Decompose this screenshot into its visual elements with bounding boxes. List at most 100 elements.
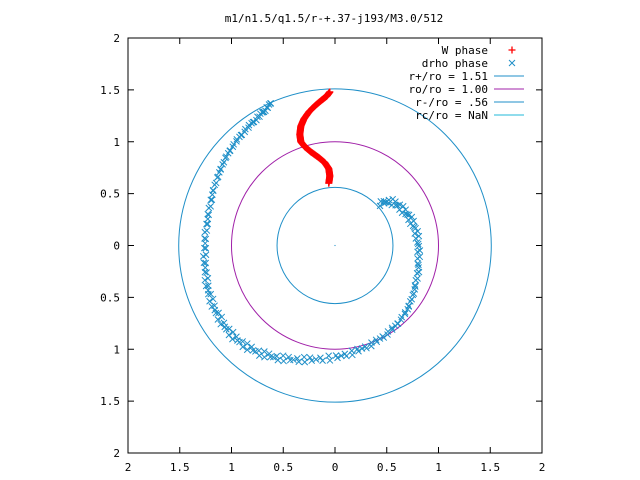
drho-phase-point <box>367 342 375 350</box>
drho-phase-point <box>290 356 297 364</box>
drho-phase-point <box>214 316 222 323</box>
drho-phase-point <box>203 269 210 276</box>
y-tick-label: 0.5 <box>100 188 120 201</box>
x-tick-label: 2 <box>125 461 132 474</box>
drho-phase-point <box>411 230 419 237</box>
drho-phase-point <box>209 187 217 195</box>
drho-phase-point <box>212 309 220 317</box>
circle-1 <box>231 141 439 350</box>
drho-phase-point <box>263 103 271 111</box>
drho-phase-point <box>209 295 217 303</box>
x-tick-label: 1.5 <box>170 461 190 474</box>
drho-phase-point <box>401 310 409 318</box>
x-tick-label: 0.5 <box>273 461 293 474</box>
x-tick-label: 2 <box>539 461 546 474</box>
drho-phase-point <box>243 340 251 347</box>
drho-phase-point <box>301 358 309 366</box>
drho-phase-point <box>273 352 281 360</box>
circle-0 <box>178 88 492 403</box>
drho-phase-point <box>349 351 356 359</box>
center-point <box>334 244 336 247</box>
y-tick-label: 1 <box>113 343 120 356</box>
drho-phase-point <box>229 335 236 343</box>
drho-phase-point <box>411 283 419 290</box>
drho-phase-point <box>202 282 210 290</box>
drho-phase-point <box>406 297 414 305</box>
drho-phase-point <box>202 251 210 259</box>
ticks-layer: 2 1.5 1 0.5 0 0.5 1 1.5 221.510.500.511.52 <box>100 32 545 474</box>
drho-phase-point <box>380 199 388 207</box>
legend-label: r+/ro = 1.51 <box>409 70 488 83</box>
drho-phase-point <box>413 239 421 246</box>
drho-phase-point <box>415 261 422 269</box>
drho-phase-point <box>202 244 210 252</box>
drho-phase-point <box>274 356 282 364</box>
x-tick-label: 1 <box>228 461 235 474</box>
drho-phase-point <box>207 203 214 210</box>
drho-phase-point <box>295 358 303 366</box>
x-tick-label: 0.5 <box>377 461 397 474</box>
legend-label: r-/ro = .56 <box>415 96 488 109</box>
x-tick-label: 0 <box>332 461 339 474</box>
drho-phase-point <box>220 158 228 166</box>
legend-marker <box>508 59 516 67</box>
drho-phase-point <box>415 242 423 250</box>
drho-phase-point <box>319 357 326 364</box>
legend-label: drho phase <box>422 57 488 70</box>
drho-phase-point <box>201 268 209 276</box>
drho-phase-point <box>412 235 420 242</box>
drho-phase-point <box>248 343 256 351</box>
drho-phase-point <box>312 355 320 363</box>
points-layer <box>199 46 516 366</box>
drho-phase-point <box>388 324 396 332</box>
drho-phase-point <box>388 326 396 334</box>
drho-phase-point <box>215 169 223 176</box>
drho-phase-point <box>334 354 341 362</box>
legend-marker <box>508 46 516 54</box>
circles-layer <box>178 88 492 403</box>
w-phase-point <box>325 179 333 187</box>
drho-phase-point <box>394 320 402 327</box>
drho-phase-point <box>261 348 268 355</box>
drho-phase-point <box>218 313 226 321</box>
drho-phase-point <box>239 343 247 351</box>
drho-phase-point <box>377 198 385 205</box>
drho-phase-point <box>207 196 215 204</box>
drho-phase-point <box>380 197 388 205</box>
legend-label: W phase <box>442 44 488 57</box>
drho-phase-point <box>380 334 388 341</box>
y-tick-label: 0 <box>113 240 120 253</box>
drho-phase-point <box>224 149 232 157</box>
drho-phase-point <box>406 220 414 228</box>
drho-phase-point <box>204 220 212 228</box>
drho-phase-point <box>414 255 421 262</box>
drho-phase-point <box>201 276 209 284</box>
drho-phase-point <box>222 153 230 161</box>
drho-phase-point <box>414 248 421 256</box>
drho-phase-point <box>405 302 413 310</box>
drho-phase-point <box>207 290 215 298</box>
y-tick-label: 1.5 <box>100 395 120 408</box>
drho-phase-point <box>200 259 208 267</box>
chart-title: m1/n1.5/q1.5/r-+.37-j193/M3.0/512 <box>225 12 444 25</box>
drho-phase-point <box>233 136 241 143</box>
y-tick-label: 2 <box>113 447 120 460</box>
drho-phase-point <box>415 264 422 271</box>
drho-phase-point <box>355 347 362 355</box>
drho-phase-point <box>255 352 263 360</box>
x-tick-label: 1 <box>435 461 442 474</box>
drho-phase-point <box>308 357 316 365</box>
drho-phase-point <box>280 357 287 365</box>
drho-phase-point <box>404 211 411 218</box>
legend-label: rc/ro = NaN <box>415 109 488 122</box>
y-tick-label: 1.5 <box>100 84 120 97</box>
drho-phase-point <box>394 202 401 209</box>
drho-phase-point <box>343 352 350 360</box>
drho-phase-point <box>293 354 301 362</box>
drho-phase-point <box>409 291 417 299</box>
drho-phase-point <box>230 140 238 148</box>
x-tick-label: 1.5 <box>480 461 500 474</box>
drho-phase-point <box>208 196 216 204</box>
